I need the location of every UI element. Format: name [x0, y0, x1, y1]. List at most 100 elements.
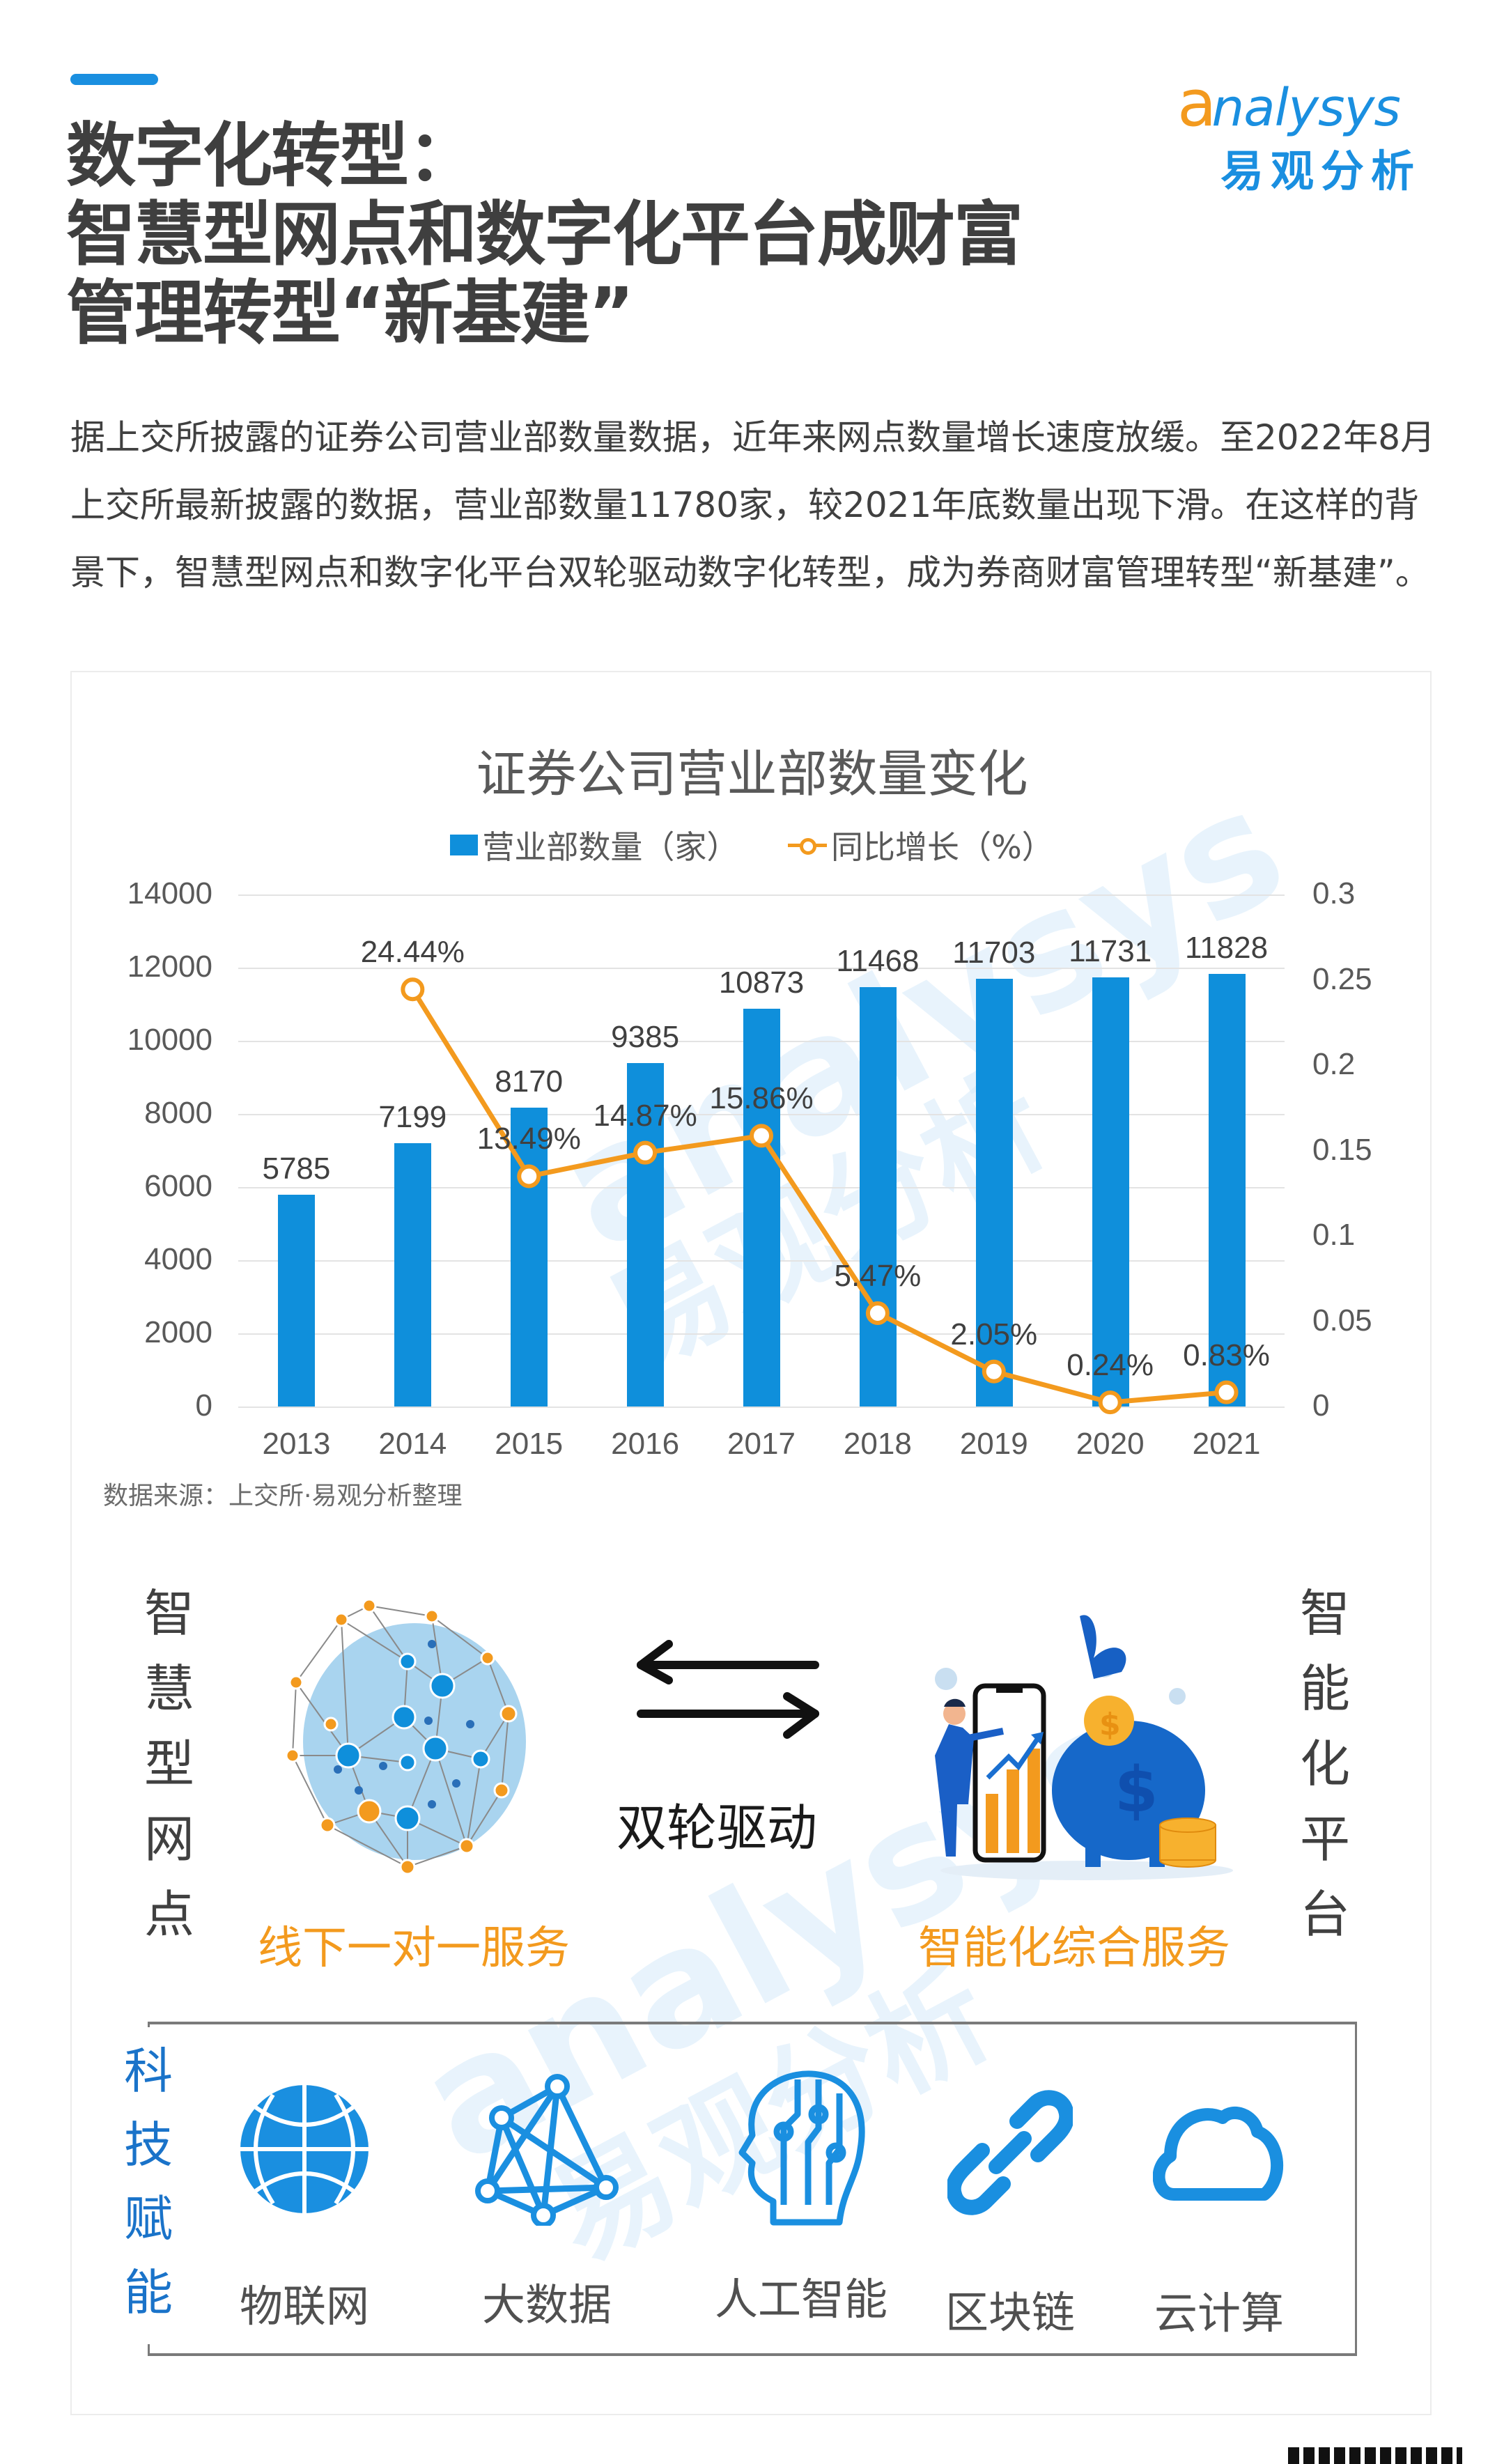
left-axis-tick: 12000	[127, 950, 212, 984]
ai-head-icon	[738, 2070, 865, 2226]
bar-value-label: 11468	[836, 943, 920, 978]
tech-item-cloud: 云计算	[1115, 2100, 1324, 2341]
bar-value-label: 8170	[495, 1064, 564, 1099]
chart-legend: 营业部数量（家） 同比增长（%）	[0, 822, 1504, 868]
svg-text:$: $	[1099, 1707, 1121, 1742]
tech-label-cloud: 云计算	[1154, 2288, 1284, 2339]
page-title-line-2: 智慧型网点和数字化平台成财富	[66, 194, 1023, 275]
legend-bar-swatch-icon	[450, 835, 479, 855]
char: 赋	[124, 2190, 173, 2247]
right-axis-tick: 0.1	[1312, 1218, 1356, 1252]
char: 平	[1299, 1810, 1350, 1868]
growth-value-label: 0.83%	[1183, 1338, 1270, 1372]
tech-label-iot: 物联网	[239, 2281, 369, 2332]
growth-value-label: 0.24%	[1067, 1348, 1154, 1383]
bar-value-label: 11703	[952, 935, 1036, 970]
tech-item-ai: 人工智能	[697, 2066, 906, 2327]
bidirectional-arrows-icon	[637, 1640, 819, 1739]
x-axis-tick: 2016	[611, 1427, 680, 1461]
x-axis-tick: 2015	[495, 1427, 564, 1461]
network-icon	[475, 2074, 619, 2228]
left-axis-tick: 8000	[144, 1096, 212, 1130]
bar	[859, 986, 897, 1407]
legend-line-marker-icon	[787, 835, 827, 855]
right-axis-tick: 0.2	[1312, 1047, 1356, 1081]
growth-value-label: 13.49%	[476, 1122, 581, 1156]
accent-bar	[70, 74, 158, 85]
data-source-note: 数据来源：上交所·易观分析整理	[103, 1482, 463, 1510]
x-axis-tick: 2018	[843, 1427, 912, 1461]
network-globe-icon	[285, 1598, 526, 1875]
svg-text:$: $	[1115, 1753, 1158, 1827]
right-axis-tick: 0.25	[1312, 961, 1372, 996]
x-axis-tick: 2014	[378, 1427, 447, 1461]
tech-item-iot: 物联网	[200, 2079, 409, 2334]
gridline	[238, 894, 1285, 896]
char: 科	[124, 2043, 173, 2100]
x-axis-tick: 2017	[727, 1427, 796, 1461]
growth-value-label: 2.05%	[950, 1317, 1038, 1351]
left-axis-tick: 4000	[144, 1242, 212, 1276]
right-axis-tick: 0.3	[1312, 876, 1356, 911]
tech-empowerment-vertical-title: 科 技 赋 能	[117, 2034, 180, 2330]
growth-value-label: 24.44%	[360, 935, 465, 970]
tech-box-gap	[143, 2027, 155, 2344]
char: 智	[144, 1584, 194, 1643]
char: 技	[124, 2116, 173, 2174]
left-axis-tick: 14000	[127, 876, 212, 911]
left-axis-tick: 6000	[144, 1169, 212, 1203]
bar-value-label: 5785	[262, 1152, 331, 1186]
char: 慧	[144, 1659, 194, 1718]
page-title-line-1: 数字化转型：	[66, 115, 477, 196]
left-axis-tick: 10000	[127, 1023, 212, 1057]
smart-platform-illustration-icon: $ $	[935, 1615, 1233, 1880]
left-axis-tick: 0	[195, 1388, 212, 1423]
char: 智	[1299, 1584, 1350, 1643]
tech-item-blockchain: 区块链	[906, 2090, 1115, 2340]
smart-service-caption: 智能化综合服务	[918, 1923, 1230, 1974]
globe-icon	[240, 2085, 369, 2213]
x-axis-tick: 2021	[1192, 1427, 1261, 1461]
bar	[278, 1195, 316, 1407]
tech-label-big-data: 大数据	[481, 2279, 612, 2330]
page-title-line-3: 管理转型“新基建”	[66, 272, 634, 354]
tech-item-big-data: 大数据	[442, 2072, 651, 2332]
bar	[1092, 977, 1129, 1407]
offline-service-caption: 线下一对一服务	[258, 1923, 570, 1974]
growth-value-label: 15.86%	[709, 1081, 814, 1116]
char: 点	[144, 1885, 194, 1944]
bar-value-label: 11731	[1069, 934, 1152, 969]
char: 能	[1299, 1659, 1350, 1718]
legend-item-bars: 营业部数量（家）	[450, 822, 738, 868]
growth-value-label: 5.47%	[834, 1258, 922, 1293]
char: 台	[1299, 1885, 1350, 1944]
char: 型	[144, 1735, 194, 1793]
bar-value-label: 11828	[1185, 931, 1269, 966]
chain-link-icon	[945, 2090, 1075, 2215]
logo-first-letter: a	[1177, 66, 1216, 141]
right-axis-tick: 0	[1312, 1388, 1330, 1423]
logo-cn-name: 易观分析	[1220, 146, 1422, 196]
char: 网	[144, 1810, 194, 1868]
footer-barcode-mark	[1288, 2447, 1462, 2464]
right-axis-tick: 0.15	[1312, 1132, 1372, 1167]
dual-drive-label: 双轮驱动	[617, 1799, 818, 1857]
smart-branch-vertical-title: 智 慧 型 网 点	[138, 1576, 201, 1952]
legend-label-bars: 营业部数量（家）	[482, 828, 739, 866]
x-axis-tick: 2020	[1076, 1427, 1145, 1461]
gridline	[238, 968, 1285, 969]
intro-paragraph: 据上交所披露的证券公司营业部数量数据，近年来网点数量增长速度放缓。至2022年8…	[70, 417, 1436, 593]
legend-label-line: 同比增长（%）	[830, 828, 1054, 866]
brand-logo: analysys	[1177, 66, 1401, 141]
right-axis-tick: 0.05	[1312, 1303, 1372, 1338]
x-axis-tick: 2013	[262, 1427, 331, 1461]
smart-platform-vertical-title: 智 能 化 平 台	[1294, 1576, 1356, 1952]
growth-value-label: 14.87%	[593, 1098, 697, 1133]
bar	[394, 1143, 432, 1407]
char: 化	[1299, 1735, 1350, 1793]
tech-label-ai: 人工智能	[714, 2274, 887, 2325]
legend-item-line: 同比增长（%）	[787, 822, 1054, 868]
gridline	[238, 1407, 1285, 1408]
bar-value-label: 9385	[611, 1020, 680, 1055]
char: 能	[124, 2264, 173, 2321]
